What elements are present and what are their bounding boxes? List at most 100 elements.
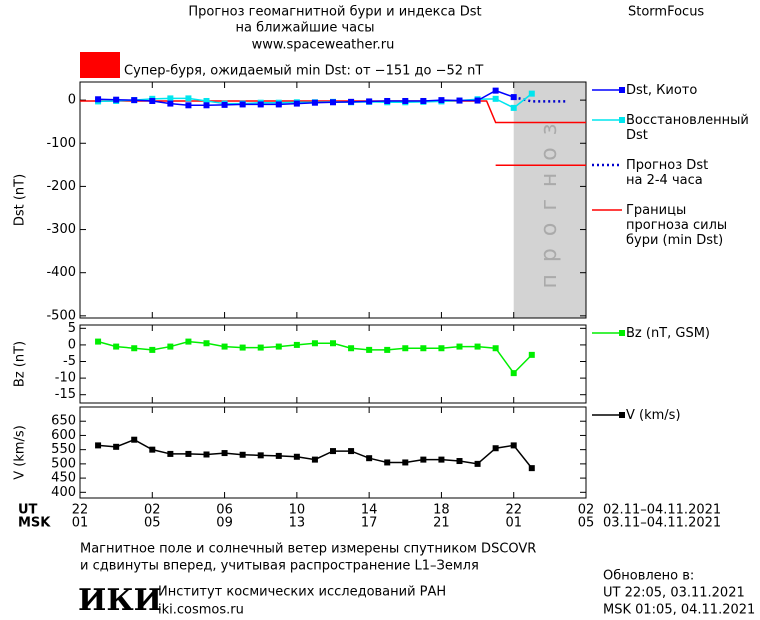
marker [384,346,391,353]
y-tick-label: -400 [46,265,76,280]
marker [221,343,228,350]
marker [257,101,264,108]
legend-label: Dst, Киото [626,83,697,98]
marker [420,345,427,352]
marker [528,351,535,358]
x-tick-label: 22 [72,503,89,518]
marker [113,443,120,450]
y-tick-label: 650 [51,414,76,429]
marker [239,101,246,108]
marker [528,90,535,97]
marker [293,100,300,107]
marker [131,97,138,104]
marker [510,94,517,101]
x-tick-label: 02 [144,503,161,518]
marker [456,458,463,465]
x-tick-label: 21 [433,516,450,531]
marker [113,96,120,103]
marker [348,345,355,352]
marker [528,465,535,472]
legend-marker [619,87,625,93]
marker [438,456,445,463]
marker [311,456,318,463]
marker [402,459,409,466]
y-tick-label: 0 [68,337,76,352]
y-tick-label: -10 [55,371,76,386]
marker [203,97,210,104]
y-tick-label: -500 [46,308,76,323]
url: www.spaceweather.ru [252,38,395,53]
marker [203,451,210,458]
y-axis-label: Dst (nT) [13,174,28,226]
marker [167,343,174,350]
marker [402,345,409,352]
marker [420,97,427,104]
marker [474,97,481,104]
subtitle: на ближайшие часы [235,21,374,36]
marker [330,448,336,455]
x-tick-label: 13 [289,516,306,531]
marker [293,453,300,460]
x-tick-label: 01 [72,516,89,531]
legend-marker [619,117,625,123]
footer-note: и сдвинуты вперед, учитывая распростране… [80,559,479,574]
x-tick-label: 09 [216,516,233,531]
msk-range: 03.11–04.11.2021 [603,516,721,531]
plot-frame [79,406,587,499]
marker [492,445,499,452]
marker [474,343,481,350]
x-tick-label: 01 [505,516,522,531]
marker [384,459,391,466]
marker [366,346,373,353]
marker [239,451,246,458]
marker [311,99,318,106]
marker [510,370,517,377]
y-tick-label: 550 [51,442,76,457]
x-tick-label: 02 [578,503,595,518]
legend-marker [619,412,625,418]
series-line [80,100,586,124]
ut-label: UT [18,503,38,518]
marker [366,98,373,105]
x-tick-label: 22 [505,503,522,518]
marker [456,97,463,104]
marker [492,95,499,102]
marker [257,344,264,351]
marker [113,343,120,350]
title: Прогноз геомагнитной бури и индекса Dst [188,5,481,20]
y-tick-label: -200 [46,179,76,194]
marker [185,338,192,345]
marker [257,452,264,459]
marker [203,340,210,347]
marker [366,455,373,462]
alert-box [80,52,120,78]
marker [149,446,156,453]
y-axis-label: Bz (nT) [13,341,28,387]
forecast-region [513,82,586,318]
marker [167,95,174,102]
x-tick-label: 05 [578,516,595,531]
updated-msk: MSK 01:05, 04.11.2021 [603,603,755,618]
y-tick-label: -15 [55,387,76,402]
series-line [98,438,533,469]
marker [456,343,463,350]
marker [149,346,156,353]
marker [311,340,318,347]
marker [185,95,192,102]
site: iki.cosmos.ru [158,603,244,618]
legend-label: V (km/s) [626,408,681,423]
x-tick-label: 05 [144,516,161,531]
marker [510,104,517,111]
marker [185,450,192,457]
plot-frame [79,81,587,319]
marker [221,101,228,108]
marker [95,442,102,449]
marker [167,450,174,457]
series-line [513,95,568,103]
series-line [98,89,514,107]
y-tick-label: 450 [51,471,76,486]
y-tick-label: -5 [63,354,76,369]
marker [221,450,228,457]
forecast-label: прогноз [537,112,562,289]
